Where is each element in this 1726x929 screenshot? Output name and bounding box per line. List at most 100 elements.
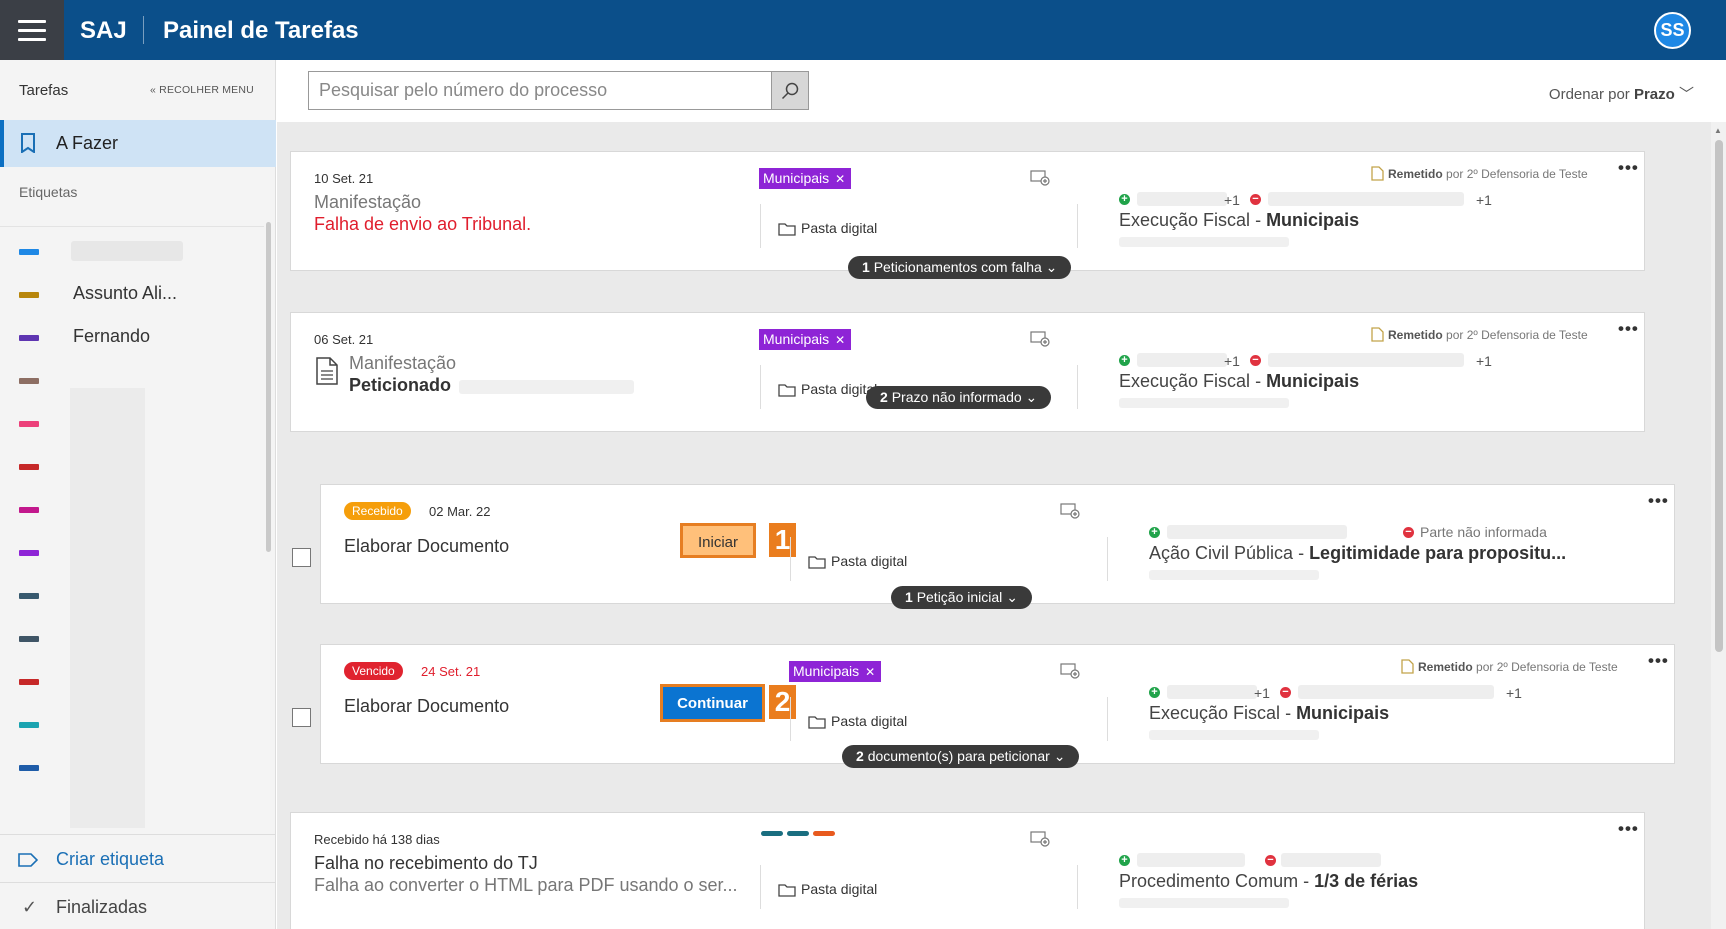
- digital-folder-link[interactable]: Pasta digital: [808, 553, 907, 569]
- process-class: Ação Civil Pública: [1149, 543, 1294, 563]
- column-divider: [760, 365, 761, 409]
- sidebar-header: Tarefas « RECOLHER MENU: [0, 60, 276, 120]
- add-to-folder-icon[interactable]: [1030, 831, 1050, 847]
- digital-folder-label: Pasta digital: [831, 713, 908, 729]
- more-options-icon[interactable]: •••: [1648, 651, 1669, 670]
- document-arrow-icon: [1371, 327, 1384, 342]
- tag-item[interactable]: [19, 237, 264, 267]
- scrollbar-thumb[interactable]: [1715, 140, 1723, 652]
- tag-item[interactable]: [19, 409, 264, 439]
- tag-color-line: [761, 831, 783, 836]
- pill-text: documento(s) para peticionar: [867, 748, 1050, 764]
- tag-item[interactable]: [19, 624, 264, 654]
- redacted-tag-labels: [70, 388, 145, 828]
- tag-item[interactable]: [19, 710, 264, 740]
- more-parties-b[interactable]: +1: [1476, 192, 1492, 208]
- remetido-info: Remetido por 2º Defensoria de Teste: [1371, 166, 1588, 181]
- digital-folder-link[interactable]: Pasta digital: [808, 713, 907, 729]
- no-deadline-toggle[interactable]: 2 Prazo não informado ⌄: [866, 386, 1052, 409]
- remove-tag-icon[interactable]: ✕: [865, 665, 876, 679]
- column-divider: [1077, 204, 1078, 248]
- hamburger-menu-icon[interactable]: [0, 0, 64, 60]
- column-divider: [1077, 865, 1078, 909]
- task-card[interactable]: 10 Set. 21 Manifestação Falha de envio a…: [290, 151, 1645, 271]
- more-parties-a[interactable]: +1: [1254, 685, 1270, 701]
- task-card[interactable]: Recebido há 138 dias Falha no recebiment…: [290, 812, 1645, 929]
- column-divider: [790, 697, 791, 741]
- minus-party-icon: −: [1250, 194, 1261, 205]
- tag-item[interactable]: Fernando: [19, 323, 264, 353]
- tag-chip[interactable]: Municipais ✕: [759, 168, 852, 189]
- chevron-down-icon: ⌄: [1045, 259, 1058, 275]
- process-subject: Municipais: [1296, 703, 1390, 723]
- digital-folder-label: Pasta digital: [801, 220, 878, 236]
- select-checkbox[interactable]: [292, 708, 311, 727]
- tag-color-bar: [19, 292, 39, 298]
- tag-item[interactable]: [19, 538, 264, 568]
- add-to-folder-icon[interactable]: [1060, 663, 1080, 679]
- folder-icon: [808, 716, 826, 729]
- sidebar-scrollbar[interactable]: [266, 222, 271, 552]
- more-options-icon[interactable]: •••: [1648, 491, 1669, 510]
- tags-section-title: Etiquetas: [19, 184, 78, 200]
- minus-party-icon: −: [1403, 527, 1414, 538]
- task-card[interactable]: 06 Set. 21 Manifestação Peticionado Muni…: [290, 312, 1645, 432]
- tag-item[interactable]: [19, 581, 264, 611]
- task-card[interactable]: Recebido 02 Mar. 22 Elaborar Documento I…: [320, 484, 1675, 604]
- folder-icon: [808, 556, 826, 569]
- column-divider: [1107, 697, 1108, 741]
- remetido-label: Remetido: [1388, 328, 1443, 342]
- tag-item[interactable]: [19, 366, 264, 396]
- user-avatar[interactable]: SS: [1654, 12, 1691, 49]
- start-button[interactable]: Iniciar: [680, 523, 756, 558]
- more-parties-a[interactable]: +1: [1224, 192, 1240, 208]
- more-parties-b[interactable]: +1: [1476, 353, 1492, 369]
- digital-folder-label: Pasta digital: [801, 381, 878, 397]
- finished-tasks-button[interactable]: ✓ Finalizadas: [0, 882, 276, 929]
- documents-to-file-toggle[interactable]: 2 documento(s) para peticionar ⌄: [842, 745, 1080, 768]
- remove-tag-icon[interactable]: ✕: [835, 333, 846, 347]
- more-options-icon[interactable]: •••: [1618, 819, 1639, 838]
- tag-item[interactable]: [19, 495, 264, 525]
- add-to-folder-icon[interactable]: [1030, 170, 1050, 186]
- sidebar-item-a-fazer[interactable]: A Fazer: [0, 120, 276, 167]
- add-to-folder-icon[interactable]: [1030, 331, 1050, 347]
- tag-item[interactable]: [19, 452, 264, 482]
- failed-petitions-toggle[interactable]: 1 Peticionamentos com falha ⌄: [848, 256, 1072, 279]
- sort-dropdown[interactable]: Ordenar por Prazo ﹀: [1549, 83, 1694, 104]
- task-status: Peticionado: [349, 375, 452, 395]
- redacted-party-b: [1298, 685, 1494, 699]
- tag-label: Assunto Ali...: [73, 283, 178, 303]
- more-parties-a[interactable]: +1: [1224, 353, 1240, 369]
- tag-chip[interactable]: Municipais ✕: [789, 661, 882, 682]
- search-input[interactable]: [308, 71, 788, 110]
- digital-folder-label: Pasta digital: [831, 553, 908, 569]
- select-checkbox[interactable]: [292, 548, 311, 567]
- add-to-folder-icon[interactable]: [1060, 503, 1080, 519]
- sort-value: Prazo: [1633, 86, 1675, 103]
- main-scrollbar[interactable]: ▲: [1711, 122, 1726, 929]
- create-tag-button[interactable]: Criar etiqueta: [0, 834, 276, 882]
- task-card[interactable]: Vencido 24 Set. 21 Elaborar Documento Mu…: [320, 644, 1675, 764]
- continue-button[interactable]: Continuar: [660, 684, 765, 722]
- more-parties-b[interactable]: +1: [1506, 685, 1522, 701]
- more-options-icon[interactable]: •••: [1618, 319, 1639, 338]
- more-options-icon[interactable]: •••: [1618, 158, 1639, 177]
- remetido-info: Remetido por 2º Defensoria de Teste: [1401, 659, 1618, 674]
- plus-party-icon: +: [1149, 687, 1160, 698]
- remove-tag-icon[interactable]: ✕: [835, 172, 846, 186]
- brand-logo[interactable]: SAJ: [80, 17, 127, 44]
- search-button[interactable]: [771, 71, 809, 110]
- task-title: Falha no recebimento do TJ: [314, 853, 538, 873]
- tag-color-line: [813, 831, 835, 836]
- scroll-up-arrow-icon[interactable]: ▲: [1714, 126, 1722, 135]
- tag-item[interactable]: [19, 753, 264, 783]
- collapse-menu-button[interactable]: « RECOLHER MENU: [150, 84, 254, 96]
- digital-folder-link[interactable]: Pasta digital: [778, 381, 877, 397]
- digital-folder-link[interactable]: Pasta digital: [778, 220, 877, 236]
- tag-chip[interactable]: Municipais ✕: [759, 329, 852, 350]
- initial-petition-toggle[interactable]: 1 Petição inicial ⌄: [891, 586, 1032, 609]
- digital-folder-link[interactable]: Pasta digital: [778, 881, 877, 897]
- tag-item[interactable]: Assunto Ali...: [19, 280, 264, 310]
- tag-item[interactable]: [19, 667, 264, 697]
